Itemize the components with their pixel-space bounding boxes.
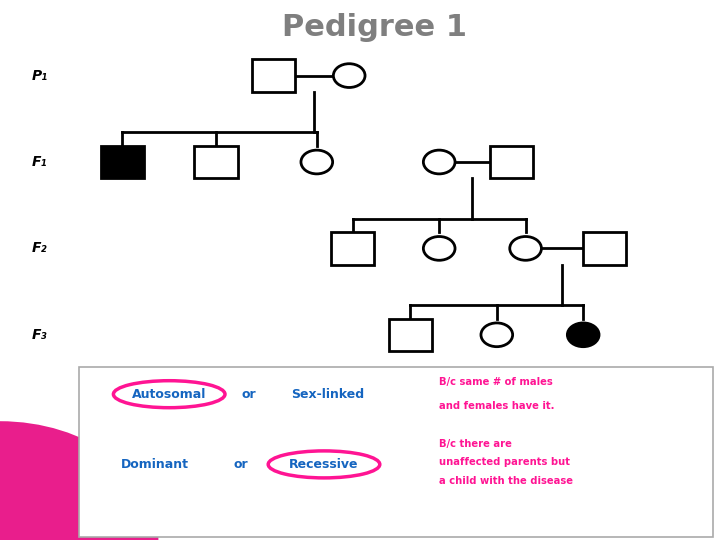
Text: F₁: F₁ bbox=[32, 155, 48, 169]
Text: Recessive: Recessive bbox=[289, 458, 359, 471]
Bar bbox=[583, 232, 626, 265]
Bar bbox=[79, 367, 713, 537]
Text: or: or bbox=[241, 388, 256, 401]
Bar bbox=[252, 59, 295, 92]
Text: and females have it.: and females have it. bbox=[439, 401, 554, 411]
Text: unaffected parents but: unaffected parents but bbox=[439, 457, 570, 467]
Circle shape bbox=[333, 64, 365, 87]
Text: Pedigree 1: Pedigree 1 bbox=[282, 12, 467, 42]
Text: P₁: P₁ bbox=[32, 69, 48, 83]
Text: Dominant: Dominant bbox=[121, 458, 189, 471]
Text: B/c same # of males: B/c same # of males bbox=[439, 377, 553, 387]
Text: F₂: F₂ bbox=[32, 241, 48, 255]
Circle shape bbox=[423, 237, 455, 260]
Bar bbox=[101, 146, 144, 178]
Text: F₃: F₃ bbox=[32, 328, 48, 342]
Circle shape bbox=[481, 323, 513, 347]
Circle shape bbox=[567, 323, 599, 347]
Ellipse shape bbox=[268, 451, 380, 478]
Circle shape bbox=[301, 150, 333, 174]
Circle shape bbox=[510, 237, 541, 260]
Text: B/c there are: B/c there are bbox=[439, 439, 512, 449]
Wedge shape bbox=[0, 421, 158, 540]
Ellipse shape bbox=[114, 381, 225, 408]
Bar bbox=[331, 232, 374, 265]
Text: Sex-linked: Sex-linked bbox=[291, 388, 364, 401]
Text: Autosomal: Autosomal bbox=[132, 388, 207, 401]
Bar bbox=[389, 319, 432, 351]
Bar bbox=[194, 146, 238, 178]
Circle shape bbox=[423, 150, 455, 174]
Text: or: or bbox=[234, 458, 248, 471]
Text: a child with the disease: a child with the disease bbox=[439, 476, 573, 485]
Bar bbox=[490, 146, 533, 178]
